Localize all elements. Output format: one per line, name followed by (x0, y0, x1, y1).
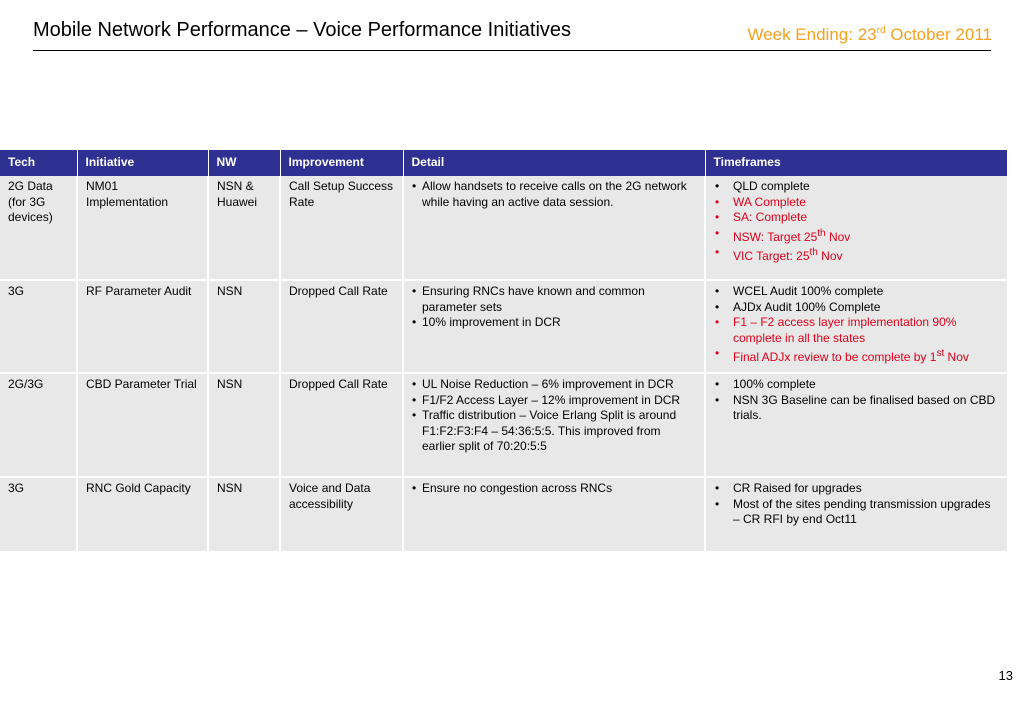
week-ending-label: Week Ending: 23rd October 2011 (747, 25, 992, 45)
cell-initiative: RNC Gold Capacity (77, 476, 209, 553)
detail-item: Ensure no congestion across RNCs (412, 481, 696, 497)
cell-initiative: NM01 Implementation (77, 176, 209, 281)
cell-timeframes: QLD complete WA Complete SA: Complete NS… (705, 176, 1007, 281)
cell-detail: Ensuring RNCs have known and common para… (403, 280, 706, 374)
table-row: 3G RNC Gold Capacity NSN Voice and Data … (0, 476, 1007, 553)
table-row: 2G Data (for 3G devices) NM01 Implementa… (0, 176, 1007, 281)
page-number: 13 (998, 668, 1013, 683)
timeframe-item: NSN 3G Baseline can be finalised based o… (714, 393, 999, 424)
column-header-tech: Tech (0, 150, 78, 176)
column-header-detail: Detail (403, 150, 706, 176)
cell-detail: Allow handsets to receive calls on the 2… (403, 176, 706, 281)
timeframe-item: NSW: Target 25th Nov (714, 226, 999, 246)
cell-tech: 3G (0, 476, 78, 553)
timeframe-text-after: Nov (944, 350, 969, 365)
detail-item: Allow handsets to receive calls on the 2… (412, 179, 696, 210)
cell-initiative: CBD Parameter Trial (77, 372, 209, 478)
cell-timeframes: CR Raised for upgrades Most of the sites… (705, 476, 1007, 553)
week-ending-prefix: Week Ending: 23 (747, 25, 877, 44)
ordinal-suffix: th (817, 227, 826, 239)
table-row: 2G/3G CBD Parameter Trial NSN Dropped Ca… (0, 372, 1007, 478)
timeframe-text: NSW: Target 25 (733, 229, 818, 244)
timeframe-item: CR Raised for upgrades (714, 481, 999, 497)
ordinal-suffix: th (809, 247, 818, 259)
cell-improvement: Dropped Call Rate (280, 372, 404, 478)
cell-improvement: Call Setup Success Rate (280, 176, 404, 281)
cell-nw: NSN & Huawei (208, 176, 281, 281)
timeframe-text: Final ADJx review to be complete by 1 (733, 350, 937, 365)
detail-item: F1/F2 Access Layer – 12% improvement in … (412, 393, 696, 409)
cell-initiative: RF Parameter Audit (77, 280, 209, 374)
header-divider (33, 50, 991, 51)
detail-item: UL Noise Reduction – 6% improvement in D… (412, 377, 696, 393)
column-header-initiative: Initiative (77, 150, 209, 176)
cell-nw: NSN (208, 476, 281, 553)
table-header-row: Tech Initiative NW Improvement Detail Ti… (0, 150, 1007, 176)
timeframe-item: QLD complete (714, 179, 999, 195)
column-header-nw: NW (208, 150, 281, 176)
timeframe-item: 100% complete (714, 377, 999, 393)
cell-timeframes: WCEL Audit 100% complete AJDx Audit 100%… (705, 280, 1007, 374)
timeframe-item: WA Complete (714, 195, 999, 211)
cell-tech: 2G Data (for 3G devices) (0, 176, 78, 281)
detail-item: Ensuring RNCs have known and common para… (412, 284, 696, 315)
detail-item: 10% improvement in DCR (412, 315, 696, 331)
table-row: 3G RF Parameter Audit NSN Dropped Call R… (0, 280, 1007, 374)
cell-improvement: Dropped Call Rate (280, 280, 404, 374)
cell-nw: NSN (208, 372, 281, 478)
detail-item: Traffic distribution – Voice Erlang Spli… (412, 408, 696, 455)
ordinal-suffix: st (936, 348, 945, 360)
week-ending-suffix: October 2011 (885, 25, 992, 44)
page-title: Mobile Network Performance – Voice Perfo… (33, 19, 572, 41)
initiatives-table: Tech Initiative NW Improvement Detail Ti… (0, 150, 1007, 553)
timeframe-item: F1 – F2 access layer implementation 90% … (714, 315, 999, 346)
cell-tech: 3G (0, 280, 78, 374)
column-header-timeframes: Timeframes (705, 150, 1007, 176)
timeframe-item: Most of the sites pending transmission u… (714, 497, 999, 528)
cell-timeframes: 100% complete NSN 3G Baseline can be fin… (705, 372, 1007, 478)
week-ending-ordinal: rd (876, 25, 886, 36)
timeframe-text-after: Nov (817, 249, 843, 264)
timeframe-item: SA: Complete (714, 210, 999, 226)
cell-nw: NSN (208, 280, 281, 374)
cell-tech: 2G/3G (0, 372, 78, 478)
cell-detail: Ensure no congestion across RNCs (403, 476, 706, 553)
timeframe-text-after: Nov (825, 229, 851, 244)
timeframe-text: VIC Target: 25 (733, 249, 810, 264)
column-header-improvement: Improvement (280, 150, 404, 176)
timeframe-item: VIC Target: 25th Nov (714, 245, 999, 265)
cell-detail: UL Noise Reduction – 6% improvement in D… (403, 372, 706, 478)
timeframe-item: AJDx Audit 100% Complete (714, 300, 999, 316)
cell-improvement: Voice and Data accessibility (280, 476, 404, 553)
timeframe-item: Final ADJx review to be complete by 1st … (714, 346, 999, 366)
timeframe-item: WCEL Audit 100% complete (714, 284, 999, 300)
